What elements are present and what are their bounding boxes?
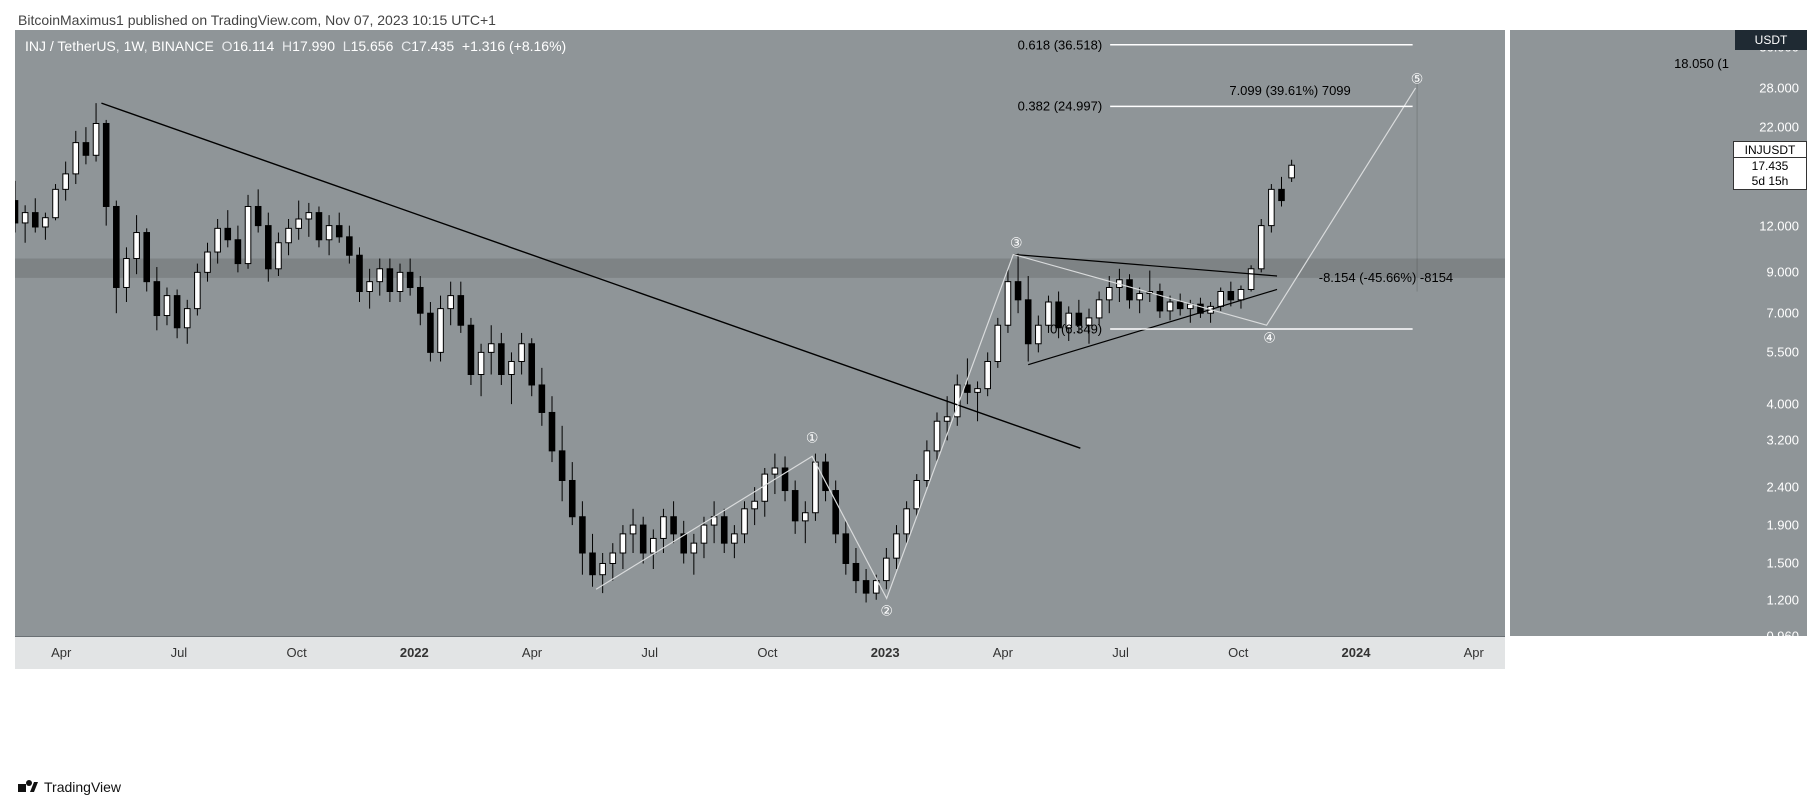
tradingview-logo-icon xyxy=(18,780,38,794)
yaxis-tick: 12.000 xyxy=(1759,218,1799,233)
xaxis-tick: Apr xyxy=(1464,645,1484,660)
yaxis-tick: 5.500 xyxy=(1766,345,1799,360)
xaxis-tick: Apr xyxy=(51,645,71,660)
elliott-wave-label: ① xyxy=(806,429,819,446)
elliott-wave-label: ② xyxy=(880,602,893,619)
yaxis-tick: 28.000 xyxy=(1759,80,1799,95)
yaxis-tick: 1.500 xyxy=(1766,556,1799,571)
price-axis-header: USDT xyxy=(1735,30,1807,50)
fib-label: 0 (6.349) xyxy=(1050,322,1102,337)
time-axis[interactable]: Apr Jul Oct 2022 Apr Jul Oct 2023 Apr Jul Oct 2024 A… xyxy=(15,636,1505,669)
xaxis-tick: 2022 xyxy=(400,645,429,660)
price-tag-countdown: 5d 15h xyxy=(1733,173,1807,190)
yaxis-tick: 2.400 xyxy=(1766,480,1799,495)
yaxis-tick: 1.200 xyxy=(1766,592,1799,607)
right-margin xyxy=(1510,30,1735,636)
xaxis-tick: Oct xyxy=(757,645,777,660)
xaxis-tick: Jul xyxy=(641,645,658,660)
yaxis-tick: 0.960 xyxy=(1766,629,1799,644)
chart-annotation: -8.154 (-45.66%) -8154 xyxy=(1319,270,1453,285)
yaxis-tick: 9.000 xyxy=(1766,265,1799,280)
publish-meta: BitcoinMaximus1 published on TradingView… xyxy=(18,12,496,28)
top-right-price: 18.050 (1 xyxy=(1674,56,1729,71)
chart-annotation: 7.099 (39.61%) 7099 xyxy=(1229,83,1350,98)
xaxis-tick: Apr xyxy=(522,645,542,660)
chart-svg xyxy=(15,30,1505,636)
footer-brand: TradingView xyxy=(18,779,121,795)
footer-text: TradingView xyxy=(44,779,121,795)
xaxis-tick: Apr xyxy=(993,645,1013,660)
yaxis-tick: 4.000 xyxy=(1766,397,1799,412)
elliott-wave-label: ④ xyxy=(1263,330,1276,347)
xaxis-tick: 2024 xyxy=(1342,645,1371,660)
chart-pane[interactable]: INJ / TetherUS, 1W, BINANCE O16.114 H17.… xyxy=(15,30,1505,636)
xaxis-tick: Jul xyxy=(171,645,188,660)
elliott-wave-label: ③ xyxy=(1010,234,1023,251)
yaxis-tick: 3.200 xyxy=(1766,433,1799,448)
fib-label: 0.382 (24.997) xyxy=(1018,99,1103,114)
xaxis-tick: Jul xyxy=(1112,645,1129,660)
fib-label: 0.618 (36.518) xyxy=(1018,37,1103,52)
price-axis[interactable]: 36.00028.00022.00017.43512.0009.0007.000… xyxy=(1735,30,1807,636)
xaxis-tick: 2023 xyxy=(871,645,900,660)
xaxis-tick: Oct xyxy=(286,645,306,660)
yaxis-tick: 7.000 xyxy=(1766,306,1799,321)
yaxis-tick: 1.900 xyxy=(1766,518,1799,533)
yaxis-tick: 22.000 xyxy=(1759,120,1799,135)
xaxis-tick: Oct xyxy=(1228,645,1248,660)
elliott-wave-label: ⑤ xyxy=(1411,71,1424,88)
